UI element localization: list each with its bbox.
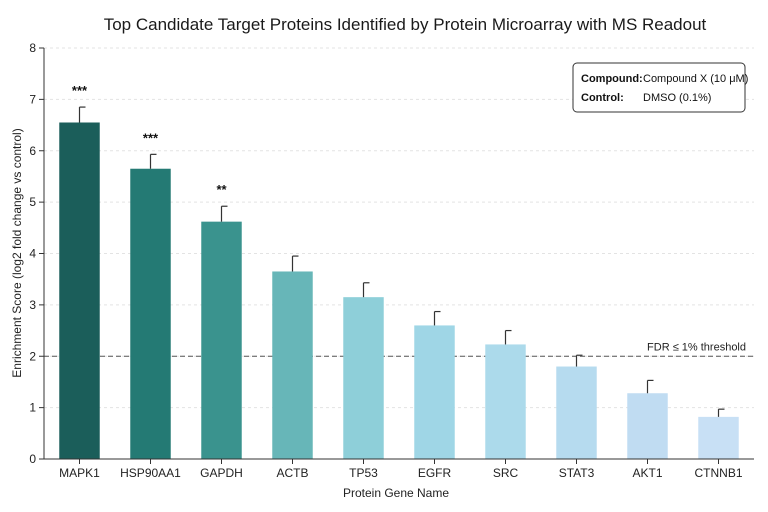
y-tick-label: 2 [29, 349, 36, 363]
x-tick-label: ACTB [276, 466, 308, 480]
y-tick-label: 5 [29, 195, 36, 209]
y-tick-label: 7 [29, 92, 36, 106]
bar-egfr [414, 325, 455, 459]
bar-akt1 [627, 393, 668, 459]
y-axis-label: Enrichment Score (log2 fold change vs co… [10, 128, 24, 377]
bar-stat3 [556, 366, 597, 459]
x-tick-label: HSP90AA1 [120, 466, 181, 480]
x-tick-label: TP53 [349, 466, 378, 480]
chart-title: Top Candidate Target Proteins Identified… [104, 15, 707, 34]
x-tick-label: AKT1 [632, 466, 662, 480]
significance-label: *** [72, 83, 88, 98]
significance-labels: ******** [72, 83, 228, 197]
threshold-label: FDR ≤ 1% threshold [647, 341, 746, 353]
x-axis-ticks: MAPK1 HSP90AA1 GAPDH ACTB TP53 EGFR SRC STAT3 AK… [59, 459, 743, 480]
y-tick-label: 3 [29, 298, 36, 312]
legend: Compound: Compound X (10 μM) Control: DMSO … [572, 62, 748, 113]
bar-ctnnb1 [698, 416, 739, 459]
x-tick-label: EGFR [418, 466, 452, 480]
bar-tp53 [343, 297, 384, 459]
y-tick-label: 6 [29, 144, 36, 158]
legend-value: DMSO (0.1%) [643, 92, 711, 104]
bar-gapdh [201, 221, 242, 459]
legend-key: Control: [581, 92, 624, 104]
legend-key: Compound: [581, 73, 643, 85]
y-tick-label: 4 [29, 247, 36, 261]
y-tick-label: 1 [29, 401, 36, 415]
error-bars [78, 106, 725, 417]
x-axis-label: Protein Gene Name [343, 486, 449, 500]
legend-value: Compound X (10 μM) [643, 73, 748, 85]
x-tick-label: STAT3 [559, 466, 595, 480]
y-axis-ticks: 0 1 2 3 4 5 6 7 8 [29, 41, 44, 466]
x-tick-label: CTNNB1 [694, 466, 742, 480]
x-tick-label: MAPK1 [59, 466, 100, 480]
bar-mapk1 [59, 122, 100, 460]
bar-hsp90aa1 [130, 168, 171, 459]
bars [59, 122, 739, 460]
bar-actb [272, 271, 313, 459]
bar-src [485, 344, 526, 459]
threshold-line-group: FDR ≤ 1% threshold [44, 341, 754, 357]
x-tick-label: GAPDH [200, 466, 243, 480]
significance-label: *** [143, 130, 159, 145]
significance-label: ** [216, 182, 227, 197]
y-tick-label: 8 [29, 41, 36, 55]
x-tick-label: SRC [493, 466, 519, 480]
y-tick-label: 0 [29, 452, 36, 466]
legend-box [572, 62, 746, 113]
